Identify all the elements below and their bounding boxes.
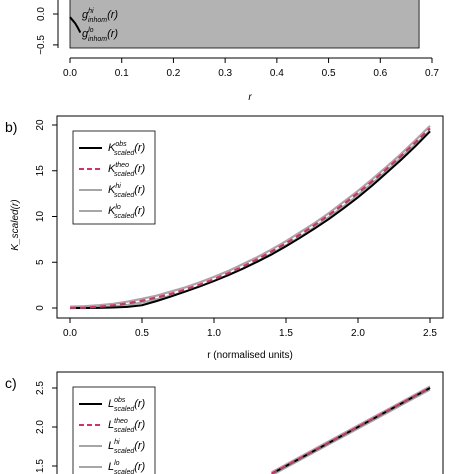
legend-entry-obs: Lobs scaled(r) <box>108 397 146 413</box>
x-tick-label: 0.7 <box>425 68 439 79</box>
legend-symbol: g <box>82 28 89 40</box>
x-tick-label: 2.5 <box>423 328 437 339</box>
legend-symbol: K <box>108 184 116 196</box>
legend-superscript: lo <box>115 204 121 211</box>
legend-argument: (r) <box>134 461 145 473</box>
legend-symbol: g <box>82 9 89 21</box>
legend-argument: (r) <box>134 205 145 217</box>
legend-entry-lo: Llo scaled(r) <box>108 460 146 474</box>
legend-subscript: scaled <box>114 448 135 455</box>
x-tick-label: 0.2 <box>166 68 180 79</box>
legend-superscript: obs <box>114 397 126 404</box>
legend-symbol: L <box>108 398 114 410</box>
legend: Lobs scaled(r)Ltheo scaled(r)Lhi scaled(r)L… <box>72 386 156 474</box>
legend-argument: (r) <box>134 440 145 452</box>
x-tick-label: 0.4 <box>270 68 284 79</box>
legend-superscript: hi <box>115 183 121 190</box>
legend-superscript: hi <box>88 8 94 15</box>
legend-argument: (r) <box>107 9 118 21</box>
y-tick-label: 0 <box>35 305 46 311</box>
legend-symbol: K <box>108 205 116 217</box>
legend-subscript: scaled <box>114 469 135 474</box>
panel-label-c: c) <box>5 375 17 391</box>
legend-symbol: K <box>108 163 116 175</box>
legend-entry-obs: Kobs scaled(r) <box>108 141 146 157</box>
series-line-lo <box>272 388 431 474</box>
legend-entry-lo: glo inhom(r) <box>82 27 118 43</box>
series-line-obs <box>70 130 431 309</box>
y-tick-label: 0.0 <box>36 7 47 21</box>
y-axis-label: K_scaled(r) <box>10 199 21 250</box>
x-tick-label: 1.0 <box>207 328 221 339</box>
series-line-hi <box>69 125 431 308</box>
y-tick-label: 20 <box>35 119 46 131</box>
panel-label-b: b) <box>5 119 17 135</box>
panel-c-l-function: Lobs scaled(r)Ltheo scaled(r)Lhi scaled(r)L… <box>5 371 444 474</box>
y-tick-label: 2.5 <box>35 381 46 395</box>
x-tick-label: 0.3 <box>218 68 232 79</box>
legend: Kobs scaled(r)Ktheo scaled(r)Khi scaled(r)K… <box>72 130 156 225</box>
legend-subscript: scaled <box>114 427 135 434</box>
x-tick-label: 0.5 <box>135 328 149 339</box>
panel-a-pair-correlation: ghi inhom(r)glo inhom(r)0.0−0.50.0 0.1 0.2 0.… <box>36 0 439 103</box>
legend-symbol: L <box>108 419 114 431</box>
legend-box <box>72 130 156 225</box>
legend-superscript: lo <box>114 460 120 467</box>
panel-b-k-function: Kobs scaled(r)Ktheo scaled(r)Khi scaled(r)K… <box>5 115 444 361</box>
legend-entry-hi: ghi inhom(r) <box>82 8 118 24</box>
x-axis-label: r (normalised units) <box>207 350 293 361</box>
series-line-hi <box>271 385 431 474</box>
y-tick-label: 10 <box>35 211 46 223</box>
legend-box <box>72 386 156 474</box>
y-tick-label: 15 <box>35 165 46 177</box>
series-line-theo <box>69 127 431 310</box>
legend-symbol: K <box>108 142 116 154</box>
y-tick-label: 5 <box>35 259 46 265</box>
x-tick-label: 0.1 <box>115 68 129 79</box>
legend-superscript: obs <box>115 141 127 148</box>
x-tick-label: 0.0 <box>63 68 77 79</box>
legend-subscript: inhom <box>88 17 107 24</box>
x-axis-label: r <box>248 92 252 103</box>
y-tick-label: 2.0 <box>35 420 46 434</box>
legend-argument: (r) <box>134 419 145 431</box>
legend-entry-hi: Lhi scaled(r) <box>108 439 146 455</box>
legend-argument: (r) <box>134 398 145 410</box>
legend: ghi inhom(r)glo inhom(r) <box>82 8 118 43</box>
series-line-theo <box>271 387 431 474</box>
envelope-band <box>69 0 420 49</box>
x-tick-label: 1.5 <box>279 328 293 339</box>
legend-superscript: theo <box>114 418 128 425</box>
legend-subscript: scaled <box>114 150 135 157</box>
x-tick-label: 0.5 <box>322 68 336 79</box>
legend-argument: (r) <box>134 184 145 196</box>
y-tick-label: −0.5 <box>36 35 47 55</box>
series-line-0 <box>69 16 82 34</box>
x-tick-label: 2.0 <box>351 328 365 339</box>
legend-subscript: scaled <box>114 213 135 220</box>
x-tick-label: 0.0 <box>63 328 77 339</box>
legend-entry-lo: Klo scaled(r) <box>108 204 146 220</box>
y-tick-label: 1.5 <box>35 459 46 473</box>
plot-frame <box>56 371 444 474</box>
legend-subscript: inhom <box>88 36 107 43</box>
legend-subscript: scaled <box>114 406 135 413</box>
x-tick-label: 0.6 <box>373 68 387 79</box>
legend-subscript: scaled <box>114 192 135 199</box>
legend-superscript: hi <box>114 439 120 446</box>
legend-entry-hi: Khi scaled(r) <box>108 183 146 199</box>
legend-symbol: L <box>108 440 114 452</box>
legend-argument: (r) <box>134 142 145 154</box>
legend-superscript: theo <box>115 162 129 169</box>
legend-superscript: lo <box>88 27 94 34</box>
legend-symbol: L <box>108 461 114 473</box>
legend-subscript: scaled <box>114 171 135 178</box>
legend-argument: (r) <box>107 28 118 40</box>
legend-argument: (r) <box>134 163 145 175</box>
legend-entry-theo: Ltheo scaled(r) <box>108 418 146 434</box>
legend-entry-theo: Ktheo scaled(r) <box>108 162 146 178</box>
